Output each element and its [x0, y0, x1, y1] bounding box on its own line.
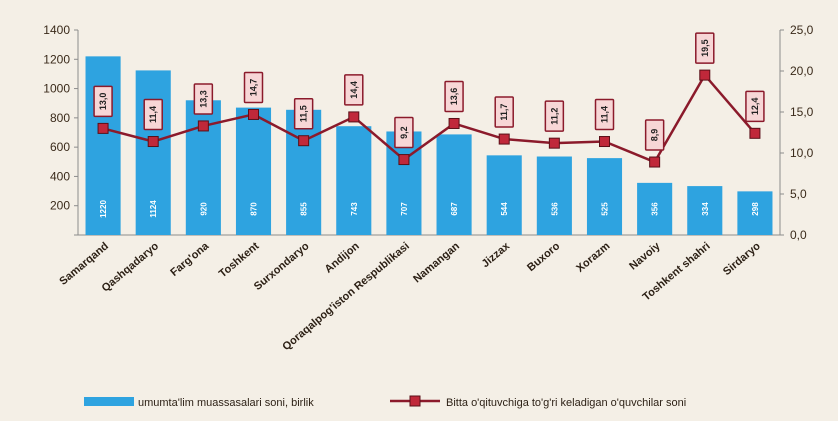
- line-point-1: [148, 137, 158, 147]
- bar-data-label: 707: [400, 202, 409, 216]
- legend-label-bars: umumta'lim muassasalari soni, birlik: [138, 397, 314, 409]
- right-axis-tick-label: 20,0: [790, 64, 814, 78]
- right-axis-tick-label: 0,0: [790, 228, 807, 242]
- line-data-label: 11,2: [549, 108, 559, 125]
- line-point-8: [499, 134, 509, 144]
- line-point-3: [249, 109, 259, 119]
- line-data-label: 13,0: [98, 93, 108, 111]
- legend-marker-line: [410, 396, 420, 406]
- line-point-13: [750, 128, 760, 138]
- bar-data-label: 544: [500, 202, 509, 216]
- line-data-label: 11,5: [299, 105, 309, 122]
- left-axis-tick-label: 800: [50, 111, 70, 125]
- bar-data-label: 743: [350, 202, 359, 216]
- bar-data-label: 356: [651, 202, 660, 216]
- line-point-12: [700, 70, 710, 80]
- right-axis-tick-label: 25,0: [790, 23, 814, 37]
- bar-data-label: 855: [300, 202, 309, 216]
- bar-data-label: 687: [450, 202, 459, 216]
- bar-8: [487, 155, 522, 235]
- left-axis-tick-label: 1200: [43, 52, 70, 66]
- line-data-label: 9,2: [399, 126, 409, 139]
- line-data-label: 11,7: [499, 104, 509, 121]
- legend-label-line: Bitta o'qituvchiga to'g'ri keladigan o'q…: [446, 397, 686, 409]
- line-data-label: 12,4: [750, 98, 760, 116]
- line-data-label: 14,7: [249, 79, 259, 97]
- bar-10: [587, 158, 622, 235]
- left-axis-tick-label: 400: [50, 169, 70, 183]
- bar-data-label: 525: [601, 202, 610, 216]
- left-axis-tick-label: 1400: [43, 23, 70, 37]
- right-axis-tick-label: 5,0: [790, 187, 807, 201]
- bar-data-label: 536: [550, 202, 559, 216]
- line-data-label: 19,5: [700, 39, 710, 57]
- line-point-9: [549, 138, 559, 148]
- line-data-label: 8,9: [650, 129, 660, 142]
- bar-7: [437, 134, 472, 235]
- bar-data-label: 920: [199, 202, 208, 216]
- line-point-11: [650, 157, 660, 167]
- bar-5: [336, 126, 371, 235]
- left-axis-tick-label: 600: [50, 140, 70, 154]
- line-point-7: [449, 118, 459, 128]
- right-axis-tick-label: 10,0: [790, 146, 814, 160]
- line-point-5: [349, 112, 359, 122]
- left-axis-tick-label: 1000: [43, 82, 70, 96]
- line-point-10: [600, 137, 610, 147]
- left-axis-tick-label: 200: [50, 199, 70, 213]
- bar-9: [537, 157, 572, 235]
- line-data-label: 14,4: [349, 81, 359, 99]
- bar-data-label: 334: [701, 202, 710, 216]
- bar-data-label: 1220: [99, 200, 108, 218]
- right-axis-tick-label: 15,0: [790, 105, 814, 119]
- line-data-label: 13,6: [449, 88, 459, 106]
- line-point-2: [198, 121, 208, 131]
- line-data-label: 11,4: [600, 106, 610, 123]
- line-data-label: 13,3: [198, 90, 208, 108]
- legend-swatch-bars: [84, 397, 134, 406]
- line-data-label: 11,4: [148, 106, 158, 123]
- line-point-0: [98, 123, 108, 133]
- line-point-4: [299, 136, 309, 146]
- line-point-6: [399, 155, 409, 165]
- bar-data-label: 1124: [149, 200, 158, 218]
- bar-data-label: 298: [751, 202, 760, 216]
- bar-data-label: 870: [250, 202, 259, 216]
